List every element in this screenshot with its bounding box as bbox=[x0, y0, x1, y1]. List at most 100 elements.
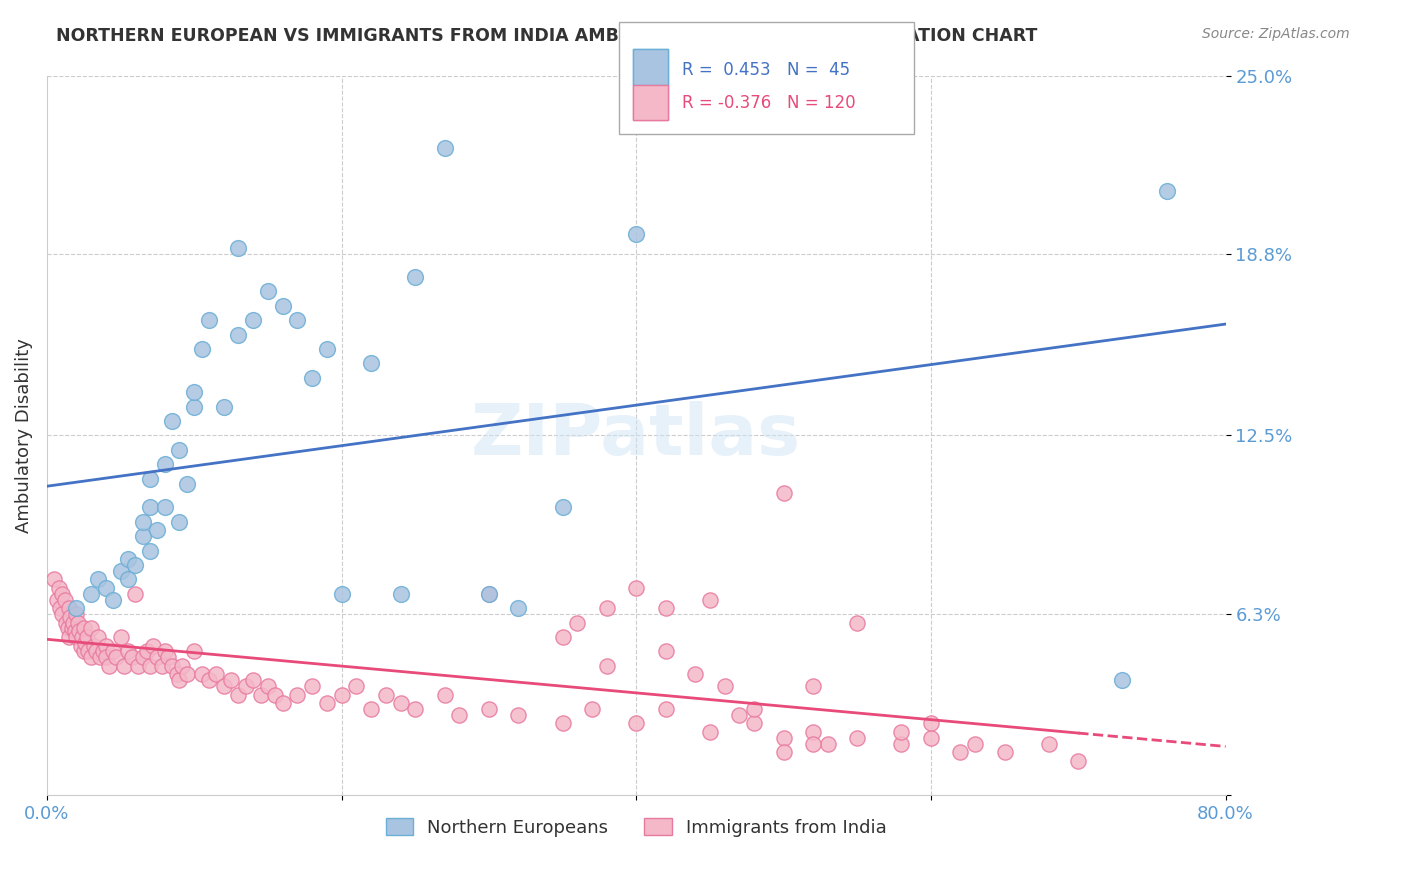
Point bbox=[551, 630, 574, 644]
Point bbox=[846, 731, 869, 745]
Point bbox=[404, 270, 426, 285]
Point bbox=[59, 610, 82, 624]
Point bbox=[772, 745, 794, 759]
Point bbox=[65, 601, 87, 615]
Point bbox=[139, 472, 162, 486]
Point bbox=[285, 688, 308, 702]
Point bbox=[97, 658, 120, 673]
Point bbox=[153, 500, 176, 515]
Point bbox=[994, 745, 1017, 759]
Point bbox=[374, 688, 396, 702]
Text: N = 120: N = 120 bbox=[787, 94, 856, 112]
Point bbox=[176, 477, 198, 491]
Point bbox=[150, 658, 173, 673]
Point bbox=[389, 587, 412, 601]
Point bbox=[87, 630, 110, 644]
Point bbox=[49, 601, 72, 615]
Point bbox=[73, 621, 96, 635]
Point bbox=[94, 639, 117, 653]
Point bbox=[257, 679, 280, 693]
Point bbox=[198, 673, 221, 688]
Point bbox=[1067, 754, 1090, 768]
Point bbox=[271, 299, 294, 313]
Point bbox=[654, 601, 676, 615]
Point bbox=[654, 644, 676, 658]
Point bbox=[596, 601, 619, 615]
Point bbox=[1111, 673, 1133, 688]
Point bbox=[228, 241, 250, 255]
Point bbox=[551, 500, 574, 515]
Point bbox=[65, 607, 87, 621]
Point bbox=[596, 658, 619, 673]
Point bbox=[153, 644, 176, 658]
Point bbox=[235, 679, 257, 693]
Point bbox=[920, 731, 942, 745]
Point bbox=[75, 636, 97, 650]
Point bbox=[63, 624, 86, 639]
Point bbox=[285, 313, 308, 327]
Point bbox=[212, 400, 235, 414]
Point bbox=[271, 696, 294, 710]
Text: R = -0.376: R = -0.376 bbox=[682, 94, 770, 112]
Point bbox=[183, 400, 205, 414]
Point bbox=[84, 644, 107, 658]
Point bbox=[105, 650, 128, 665]
Point bbox=[920, 716, 942, 731]
Point bbox=[205, 667, 228, 681]
Point bbox=[801, 737, 824, 751]
Point bbox=[169, 673, 191, 688]
Text: ZIPatlas: ZIPatlas bbox=[471, 401, 801, 470]
Point bbox=[242, 673, 264, 688]
Point bbox=[742, 716, 765, 731]
Point bbox=[169, 442, 191, 457]
Point bbox=[69, 639, 91, 653]
Point bbox=[160, 414, 183, 428]
Point bbox=[330, 688, 353, 702]
Point bbox=[80, 587, 103, 601]
Point bbox=[772, 486, 794, 500]
Point bbox=[139, 543, 162, 558]
Point bbox=[699, 592, 721, 607]
Point bbox=[117, 573, 139, 587]
Point bbox=[66, 615, 89, 630]
Point bbox=[890, 725, 912, 739]
Point bbox=[190, 342, 212, 356]
Point bbox=[166, 667, 188, 681]
Text: N =  45: N = 45 bbox=[787, 61, 851, 78]
Point bbox=[581, 702, 603, 716]
Point bbox=[183, 644, 205, 658]
Point bbox=[449, 707, 471, 722]
Point bbox=[551, 716, 574, 731]
Point bbox=[404, 702, 426, 716]
Point bbox=[212, 679, 235, 693]
Point bbox=[301, 679, 323, 693]
Point bbox=[654, 702, 676, 716]
Text: Source: ZipAtlas.com: Source: ZipAtlas.com bbox=[1202, 27, 1350, 41]
Point bbox=[242, 313, 264, 327]
Point bbox=[257, 285, 280, 299]
Point bbox=[53, 592, 76, 607]
Text: NORTHERN EUROPEAN VS IMMIGRANTS FROM INDIA AMBULATORY DISABILITY CORRELATION CHA: NORTHERN EUROPEAN VS IMMIGRANTS FROM IND… bbox=[56, 27, 1038, 45]
Point bbox=[146, 524, 169, 538]
Point bbox=[626, 581, 648, 595]
Point bbox=[58, 630, 80, 644]
Point bbox=[124, 558, 146, 572]
Point bbox=[110, 564, 132, 578]
Point bbox=[626, 716, 648, 731]
Point bbox=[112, 658, 135, 673]
Point bbox=[344, 679, 367, 693]
Point bbox=[728, 707, 751, 722]
Point bbox=[56, 621, 79, 635]
Point bbox=[76, 630, 98, 644]
Point bbox=[77, 644, 100, 658]
Point bbox=[190, 667, 212, 681]
Point bbox=[801, 725, 824, 739]
Point bbox=[94, 581, 117, 595]
Point bbox=[156, 650, 179, 665]
Point bbox=[478, 702, 501, 716]
Point bbox=[890, 737, 912, 751]
Point bbox=[46, 592, 69, 607]
Point bbox=[91, 644, 114, 658]
Point bbox=[94, 650, 117, 665]
Point bbox=[176, 667, 198, 681]
